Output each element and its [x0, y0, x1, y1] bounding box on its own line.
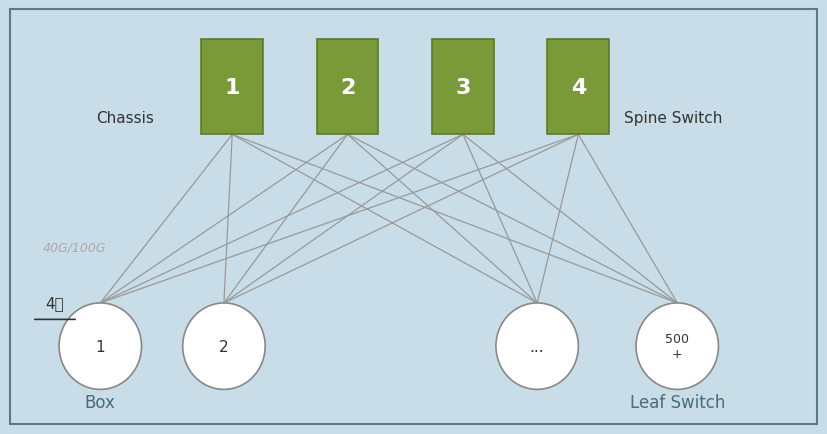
Text: 1: 1: [95, 339, 105, 354]
Text: 4上: 4上: [45, 296, 65, 311]
Ellipse shape: [183, 303, 265, 389]
FancyBboxPatch shape: [201, 40, 263, 135]
Text: ...: ...: [530, 339, 544, 354]
Text: 500
+: 500 +: [665, 332, 689, 360]
Text: 2: 2: [340, 78, 356, 98]
FancyBboxPatch shape: [10, 10, 817, 424]
FancyBboxPatch shape: [432, 40, 494, 135]
Text: 4: 4: [571, 78, 586, 98]
Ellipse shape: [636, 303, 719, 389]
Text: Box: Box: [85, 393, 116, 411]
Text: 1: 1: [224, 78, 240, 98]
Ellipse shape: [59, 303, 141, 389]
Ellipse shape: [496, 303, 578, 389]
Text: Spine Switch: Spine Switch: [624, 110, 722, 125]
Text: Chassis: Chassis: [96, 110, 154, 125]
Text: 3: 3: [456, 78, 471, 98]
Text: Leaf Switch: Leaf Switch: [629, 393, 725, 411]
Text: 2: 2: [219, 339, 229, 354]
FancyBboxPatch shape: [547, 40, 609, 135]
Text: 40G/100G: 40G/100G: [43, 241, 106, 253]
FancyBboxPatch shape: [317, 40, 379, 135]
